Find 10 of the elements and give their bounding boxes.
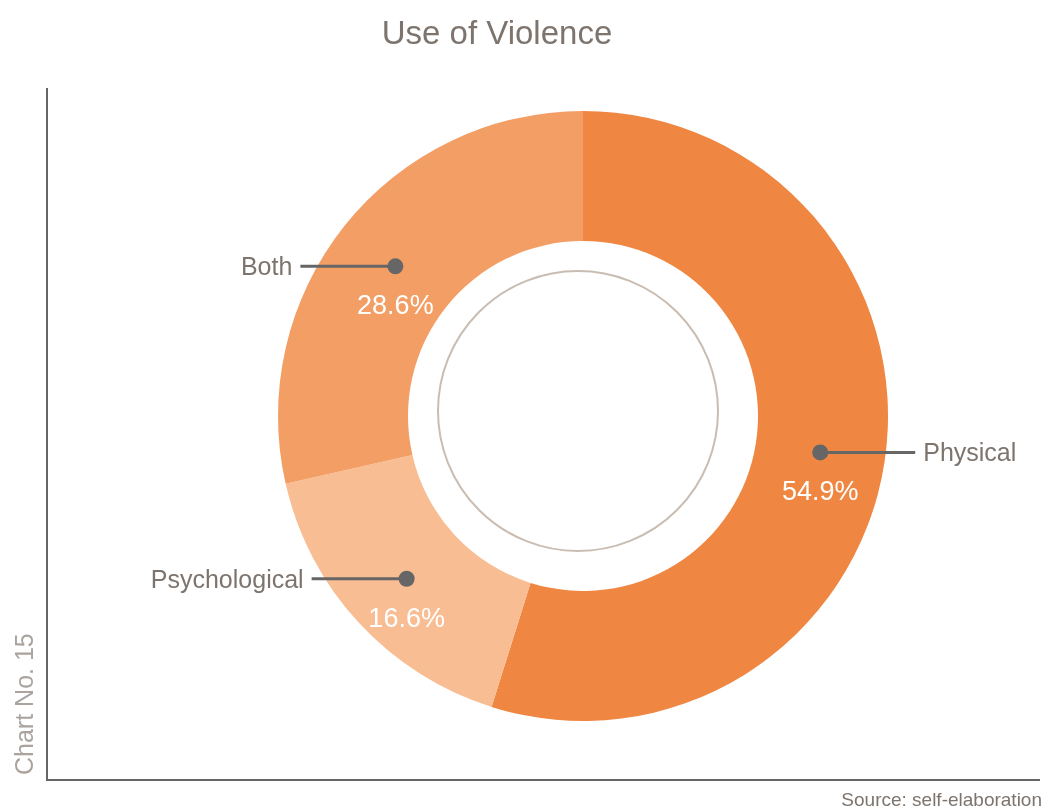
source-note: Source: self-elaboration [841, 789, 1042, 810]
chart-title: Use of Violence [381, 14, 613, 51]
slice-label: Physical [923, 438, 1017, 467]
data-label: 16.6% [368, 602, 445, 633]
slice-label: Both [240, 252, 293, 281]
data-label: 28.6% [357, 290, 434, 321]
slice-label: Psychological [150, 564, 304, 593]
data-label: 54.9% [781, 476, 859, 507]
donut-slice [491, 111, 888, 721]
text: Chart No. 15 [10, 633, 38, 775]
